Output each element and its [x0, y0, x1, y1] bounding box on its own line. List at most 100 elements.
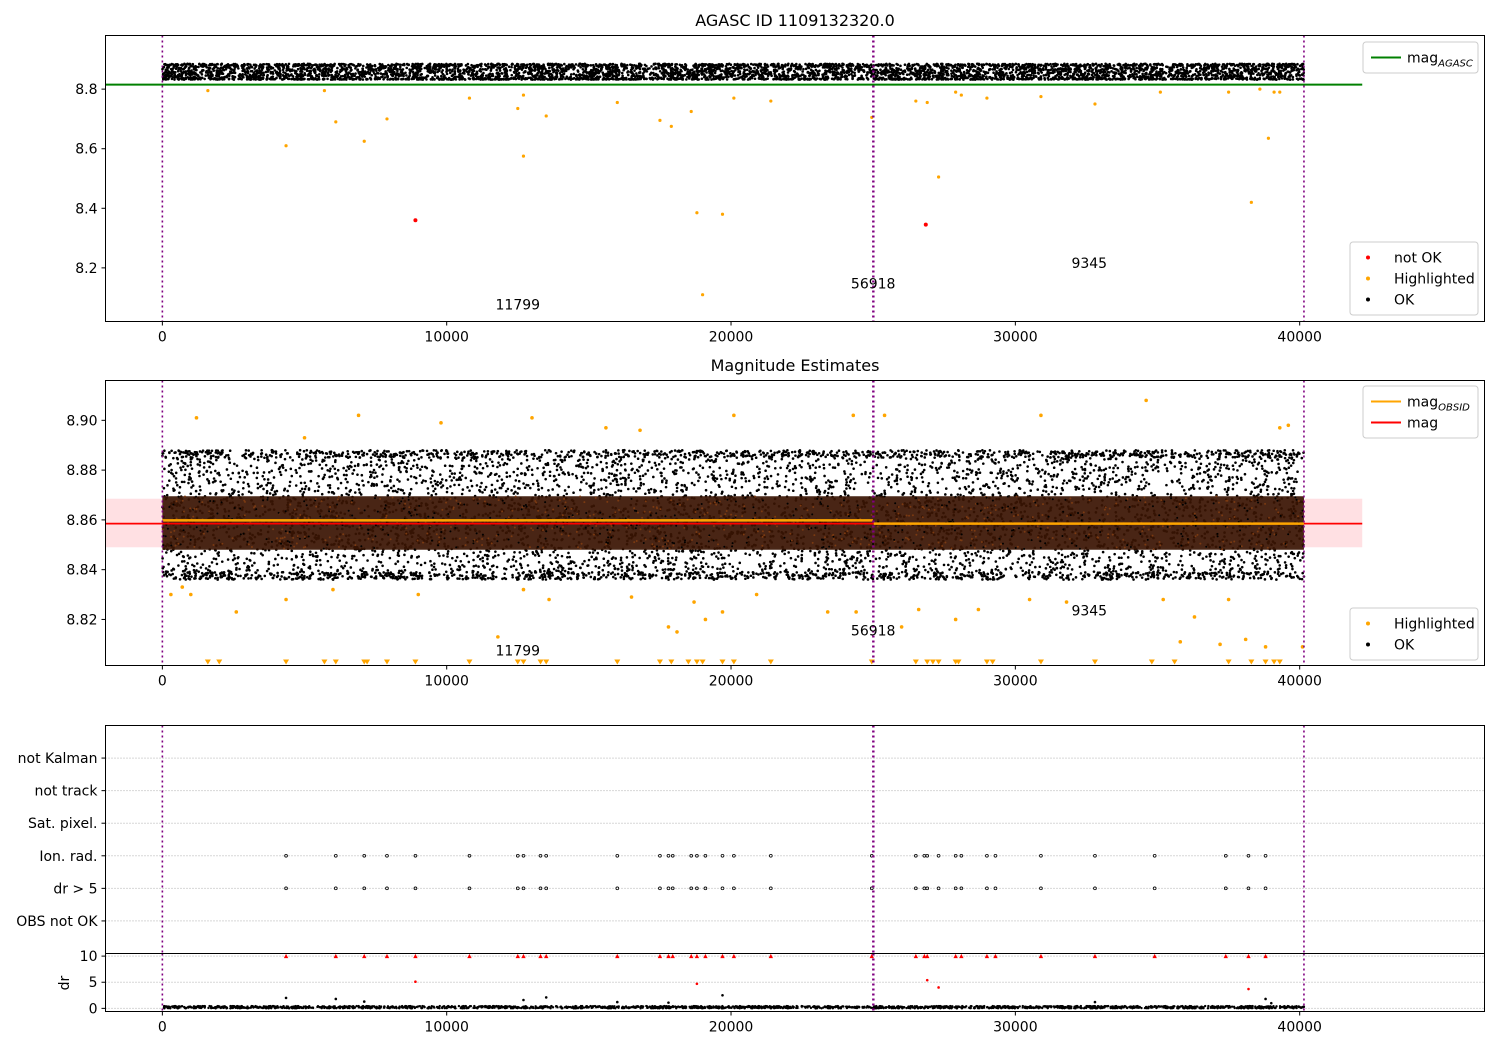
data-point-ok [1146, 76, 1149, 80]
data-point-ok [391, 77, 395, 81]
data-point-ok [917, 63, 920, 67]
data-point-ok [386, 78, 389, 81]
data-point-ok [268, 65, 272, 68]
data-point-ok [645, 77, 648, 81]
data-point-ok [495, 71, 499, 75]
data-point-ok [879, 68, 882, 72]
data-point-ok [859, 68, 863, 71]
data-point-ok [652, 62, 656, 66]
data-point-ok [726, 63, 730, 66]
data-point-ok [576, 69, 580, 72]
data-point-ok [702, 75, 706, 79]
data-point-ok [1151, 78, 1154, 81]
data-point-ok [818, 63, 822, 66]
data-point-ok [1296, 72, 1300, 76]
data-point-ok [650, 65, 653, 68]
data-point-ok [387, 63, 390, 67]
data-point-ok [591, 63, 595, 67]
data-point-ok [278, 66, 281, 70]
data-point-ok [419, 64, 423, 68]
data-point-ok [548, 66, 551, 70]
data-point-ok [591, 71, 595, 74]
data-point-ok [941, 65, 945, 69]
data-point-ok [617, 73, 621, 76]
data-point-ok [275, 64, 278, 68]
data-point-ok [489, 69, 493, 72]
data-point-ok [372, 70, 375, 73]
data-point-ok [834, 75, 838, 78]
data-point-ok [1002, 74, 1006, 77]
data-point-ok [490, 65, 494, 69]
data-point-ok [501, 62, 505, 66]
data-point-ok [186, 62, 189, 66]
data-point-ok [570, 65, 573, 69]
data-point-ok [438, 66, 442, 70]
data-point-ok [484, 74, 488, 77]
data-point-ok [188, 62, 192, 66]
data-point-ok [931, 71, 934, 75]
data-point-ok [799, 66, 803, 69]
data-point-ok [291, 75, 295, 78]
data-point-ok [1194, 77, 1197, 81]
data-point-ok [1025, 70, 1029, 74]
data-point-ok [613, 69, 617, 73]
data-point-ok [640, 76, 644, 79]
data-point-ok [562, 75, 565, 79]
data-point-ok [869, 69, 873, 72]
data-point-ok [913, 67, 917, 70]
data-point-ok [342, 63, 346, 66]
data-point-ok [486, 62, 490, 66]
data-point-ok [1132, 67, 1135, 71]
data-point-ok [453, 67, 457, 70]
data-point-ok [636, 77, 639, 81]
data-point-ok [1045, 62, 1049, 66]
data-point-ok [706, 67, 709, 70]
data-point-ok [654, 66, 657, 69]
data-point-ok [166, 68, 169, 72]
data-point-ok [518, 67, 522, 70]
data-point-ok [579, 63, 583, 66]
data-point-ok [411, 68, 414, 71]
data-point-ok [296, 67, 300, 71]
data-point-ok [416, 76, 419, 80]
data-point-ok [726, 68, 729, 72]
data-point-ok [214, 78, 218, 81]
data-point-ok [1278, 62, 1281, 66]
data-point-ok [1203, 63, 1206, 67]
data-point-ok [638, 62, 642, 66]
data-point-ok [167, 66, 170, 69]
data-point-ok [1112, 64, 1116, 67]
data-point-ok [1208, 77, 1212, 81]
data-point-ok [656, 77, 660, 81]
data-point-ok [1226, 74, 1229, 78]
data-point-ok [633, 69, 636, 72]
data-point-ok [526, 71, 530, 75]
data-point-ok [1094, 70, 1098, 73]
data-point-ok [1071, 63, 1074, 66]
data-point-ok [270, 77, 274, 81]
data-point-ok [598, 75, 602, 79]
data-point-ok [335, 75, 339, 79]
data-point-ok [191, 63, 194, 66]
data-point-ok [890, 70, 893, 74]
data-point-ok [806, 71, 810, 74]
data-point-ok [859, 65, 863, 69]
data-point-ok [909, 77, 913, 81]
data-point-ok [1128, 75, 1132, 78]
data-point-ok [658, 69, 662, 73]
data-point-ok [233, 68, 236, 71]
data-point-ok [513, 68, 517, 71]
data-point-ok [644, 68, 647, 72]
data-point-ok [953, 64, 956, 68]
data-point-ok [373, 77, 377, 80]
data-point-ok [718, 77, 722, 81]
data-point-ok [182, 67, 186, 71]
data-point-ok [851, 77, 854, 81]
data-point-ok [860, 74, 863, 78]
data-point-ok [433, 74, 437, 77]
data-point-ok [1081, 64, 1085, 68]
data-point-ok [666, 77, 669, 81]
data-point-ok [953, 73, 956, 76]
data-point-ok [876, 77, 880, 81]
data-point-ok [610, 71, 614, 75]
